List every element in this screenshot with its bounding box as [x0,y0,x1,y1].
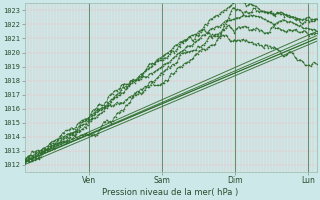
X-axis label: Pression niveau de la mer( hPa ): Pression niveau de la mer( hPa ) [102,188,239,197]
